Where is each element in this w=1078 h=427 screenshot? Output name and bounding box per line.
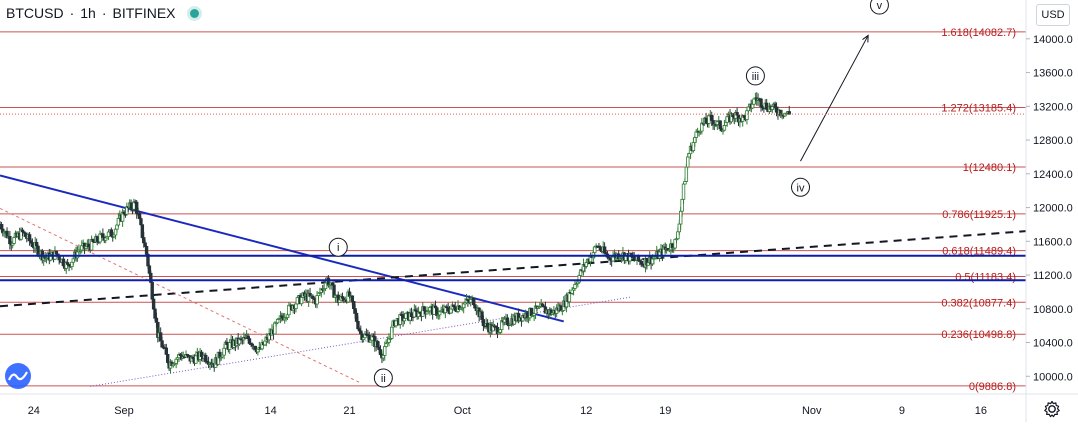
wave-label-text: iii — [752, 71, 759, 83]
y-tick-label: 13200.0 — [1033, 101, 1073, 113]
fib-level-label: 0.236(10498.8) — [941, 329, 1016, 341]
x-tick-label: Nov — [802, 405, 822, 417]
candle-body — [686, 156, 690, 168]
y-tick-label: 14000.0 — [1033, 34, 1073, 46]
header-separator: · — [101, 5, 107, 21]
candle-body — [525, 312, 529, 319]
wave-label-circle[interactable] — [791, 177, 811, 197]
x-tick-label: 24 — [28, 405, 40, 417]
chart-header: BTCUSD · 1h · BITFINEX — [6, 5, 199, 21]
x-tick-label: Sep — [114, 405, 134, 417]
y-tick-label: 11200.0 — [1033, 270, 1072, 282]
exchange-name: BITFINEX — [112, 5, 176, 21]
live-dot-icon — [189, 8, 199, 18]
y-tick-label: 10800.0 — [1033, 304, 1073, 316]
wave-label-text: ii — [381, 373, 386, 385]
candle-body — [722, 125, 727, 131]
currency-button[interactable]: USD — [1036, 4, 1070, 26]
symbol-name[interactable]: BTCUSD — [6, 5, 64, 21]
fib-level-label: 0.786(11925.1) — [942, 209, 1016, 221]
header-separator: · — [69, 5, 75, 21]
price-scale-panel[interactable] — [1026, 0, 1078, 422]
x-tick-label: 9 — [899, 405, 905, 417]
projection-arrow[interactable] — [800, 35, 869, 162]
tradingview-logo-icon — [5, 363, 31, 389]
wave-label-circle[interactable] — [373, 368, 393, 388]
projection-arrow-head — [862, 34, 869, 43]
candle-body — [139, 218, 143, 226]
candle-body — [681, 183, 686, 200]
wave-label-text: i — [337, 242, 339, 254]
x-tick-label: Oct — [454, 405, 471, 417]
fib-level-label: 0(9886.8) — [969, 381, 1016, 393]
fib-level-label: 1.272(13185.4) — [941, 103, 1016, 115]
y-tick-label: 10400.0 — [1033, 338, 1073, 350]
x-tick-label: 19 — [659, 405, 671, 417]
wave-label-circle[interactable] — [745, 66, 765, 86]
gear-icon[interactable] — [1042, 399, 1062, 419]
candle-body — [384, 343, 388, 347]
x-tick-label: 16 — [975, 405, 987, 417]
candle-body — [684, 166, 689, 182]
wave-label-text: iv — [797, 182, 805, 194]
interval-label[interactable]: 1h — [80, 5, 96, 21]
fib-level-label: 0.5(11183.4) — [955, 271, 1016, 283]
wave-label-circle[interactable] — [328, 237, 348, 257]
fib-level-label: 1(12480.1) — [963, 162, 1016, 174]
red-dotted-line[interactable] — [0, 207, 362, 384]
fib-level-label: 0.618(11489.4) — [942, 246, 1016, 258]
y-tick-label: 11600.0 — [1033, 236, 1072, 248]
y-tick-label: 13600.0 — [1033, 68, 1073, 80]
candle-body — [154, 317, 159, 323]
candle-body — [350, 295, 355, 302]
fib-level-label: 0.382(10877.4) — [941, 297, 1016, 309]
y-tick-label: 10000.0 — [1033, 371, 1073, 383]
fib-level-label: 1.618(14082.7) — [941, 27, 1016, 39]
candle-body — [54, 250, 59, 255]
y-tick-label: 12000.0 — [1033, 203, 1073, 215]
candle-body — [694, 131, 698, 138]
dashed-ascending-trendline[interactable] — [0, 230, 1027, 308]
y-tick-label: 12400.0 — [1033, 169, 1073, 181]
x-tick-label: 21 — [343, 405, 355, 417]
wave-label-circle[interactable] — [869, 0, 889, 15]
x-tick-label: 12 — [580, 405, 592, 417]
candle-body — [422, 306, 426, 312]
x-tick-label: 14 — [264, 405, 276, 417]
y-tick-label: 12800.0 — [1033, 135, 1073, 147]
wave-label-text: v — [877, 0, 883, 12]
candle-body — [164, 347, 169, 355]
candle-body — [481, 319, 486, 327]
